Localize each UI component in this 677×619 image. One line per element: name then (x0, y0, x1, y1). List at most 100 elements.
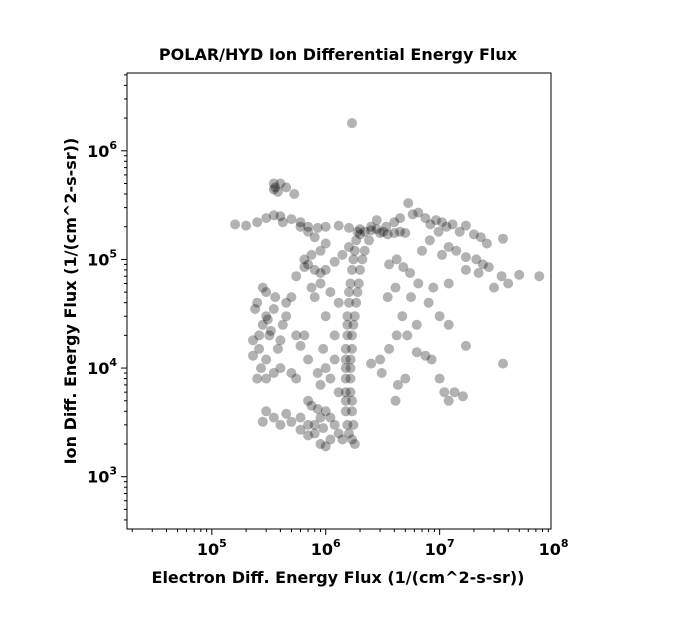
x-tick-label: 107 (425, 537, 455, 559)
data-point (250, 304, 261, 314)
data-point (391, 330, 402, 341)
data-point (400, 373, 411, 384)
data-point (473, 268, 484, 278)
data-point (417, 245, 427, 256)
data-point (261, 213, 272, 224)
data-point (309, 428, 320, 439)
data-point (364, 235, 374, 246)
data-point (366, 225, 377, 236)
data-point (325, 412, 336, 423)
y-tick-label: 106 (87, 139, 117, 161)
x-tick-label: 106 (311, 537, 341, 559)
x-axis-tick-labels: 105 106 107 108 (197, 537, 569, 559)
data-point (286, 214, 297, 225)
data-point (261, 354, 272, 365)
data-point (498, 358, 508, 369)
data-point (411, 319, 422, 330)
data-point (268, 304, 279, 314)
data-point (345, 363, 356, 374)
data-point (281, 311, 292, 322)
data-point (303, 419, 314, 430)
data-point (312, 404, 323, 414)
data-point (268, 178, 279, 189)
data-point (434, 373, 445, 384)
data-point (345, 373, 356, 384)
data-point (320, 264, 331, 275)
data-point (318, 343, 329, 354)
data-point (481, 238, 492, 249)
x-axis-label: Electron Diff. Energy Flux (1/(cm^2-s-sr… (152, 568, 525, 587)
data-point (406, 292, 416, 303)
data-point (514, 269, 525, 280)
data-point (347, 395, 357, 406)
data-point (384, 259, 395, 270)
data-point (315, 379, 326, 390)
data-point (295, 424, 306, 435)
data-point (325, 373, 336, 384)
data-point (420, 350, 431, 361)
data-point (306, 249, 317, 260)
data-point (312, 368, 323, 378)
data-point (299, 254, 310, 265)
data-point (355, 224, 365, 235)
data-point (265, 325, 276, 336)
data-point (375, 354, 386, 365)
data-point (443, 278, 454, 289)
data-point (348, 419, 359, 430)
data-point (468, 229, 479, 240)
data-point (315, 412, 326, 423)
data-point (264, 330, 275, 341)
data-point (389, 228, 400, 238)
data-point (471, 254, 482, 265)
data-point (376, 368, 387, 378)
data-point (248, 335, 258, 346)
data-point (306, 282, 317, 293)
data-point (340, 406, 351, 417)
data-point (483, 262, 494, 273)
data-point (254, 330, 265, 341)
data-point (337, 249, 348, 260)
data-point (295, 217, 306, 228)
x-tick-label: 108 (539, 537, 569, 559)
data-point (451, 245, 462, 256)
data-point (349, 245, 360, 256)
data-point (391, 254, 402, 265)
data-point (268, 412, 279, 423)
data-point (230, 219, 241, 230)
data-point (355, 264, 365, 275)
data-point (534, 271, 545, 282)
data-point (315, 245, 326, 256)
data-point (378, 226, 389, 237)
data-point (395, 213, 406, 224)
data-point (342, 319, 353, 330)
data-point (315, 268, 326, 278)
data-point (277, 217, 288, 228)
data-point (252, 373, 263, 384)
data-point (342, 330, 353, 341)
data-point (262, 314, 273, 325)
data-point (303, 259, 314, 270)
data-point (344, 242, 354, 252)
data-point (431, 215, 441, 226)
data-point (303, 395, 314, 406)
data-point (272, 186, 283, 197)
data-point (275, 419, 286, 430)
data-point (257, 319, 268, 330)
data-point (275, 211, 286, 222)
data-point (439, 387, 450, 398)
data-point (351, 235, 362, 246)
data-point (460, 252, 471, 263)
data-point (443, 319, 454, 330)
data-point (241, 220, 252, 231)
data-point (347, 434, 357, 445)
data-point (275, 363, 286, 374)
data-point (371, 215, 382, 226)
data-point (325, 287, 336, 298)
data-point (348, 319, 359, 330)
data-point (441, 221, 452, 232)
data-point (447, 219, 458, 230)
data-point (295, 340, 306, 351)
data-point (320, 363, 331, 374)
data-point (320, 311, 331, 322)
